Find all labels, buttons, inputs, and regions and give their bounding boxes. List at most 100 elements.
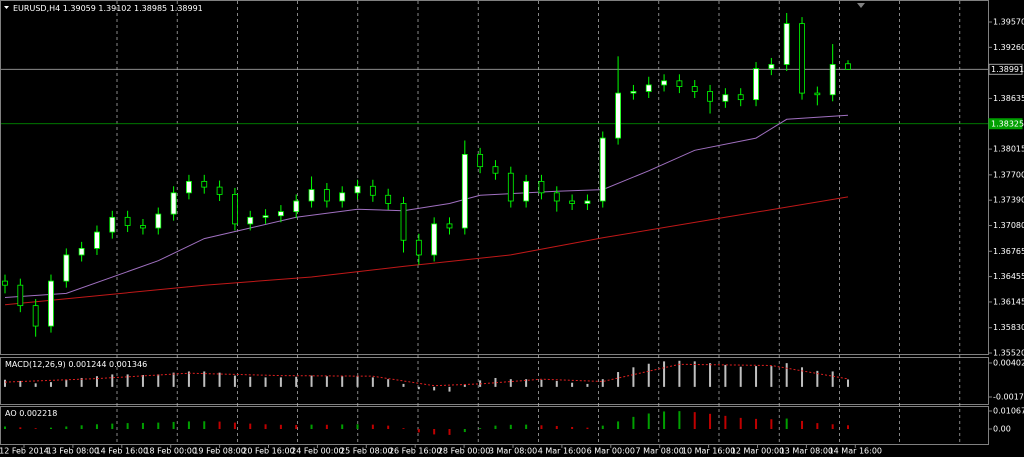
- candle-body: [109, 216, 116, 233]
- main-panel: [0, 0, 989, 355]
- candle-body: [477, 154, 484, 168]
- macd-panel: [0, 357, 989, 405]
- x-tick-label: 14 Feb 16:00: [96, 447, 148, 456]
- header-close: 1.38991: [170, 4, 203, 13]
- header-low: 1.38985: [134, 4, 167, 13]
- y-tick-label: 1.38635: [993, 94, 1024, 103]
- y-tick-label: 1.39260: [993, 43, 1024, 52]
- candle-body: [492, 166, 499, 174]
- candle-body: [400, 203, 407, 241]
- candle-body: [124, 216, 131, 226]
- x-tick-label: 20 Feb 16:00: [242, 447, 294, 456]
- candle-body: [323, 189, 330, 202]
- candle-body: [737, 94, 744, 101]
- candle-body: [707, 91, 713, 102]
- candle-body: [645, 84, 652, 92]
- candle-body: [753, 68, 759, 101]
- candle-body: [845, 63, 851, 70]
- candle-body: [461, 154, 468, 229]
- candle-body: [722, 94, 729, 102]
- candle-body: [48, 280, 54, 327]
- candle-body: [155, 213, 162, 229]
- chart-header: EURUSD,H4 1.39059 1.39102 1.38985 1.3899…: [13, 4, 203, 13]
- x-tick-label: 6 Mar 00:00: [587, 447, 635, 456]
- price-line-label: 1.38991: [991, 65, 1024, 74]
- candle-body: [584, 200, 591, 204]
- candle-body: [783, 23, 790, 65]
- candle-body: [768, 64, 775, 69]
- candle-body: [277, 211, 284, 217]
- candle-body: [553, 192, 560, 202]
- x-tick-label: 25 Feb 08:00: [340, 447, 392, 456]
- y-tick-label: 0.004026: [993, 358, 1024, 367]
- candle-body: [446, 223, 453, 229]
- candle-body: [661, 80, 667, 86]
- moving-average: [4, 114, 849, 298]
- candle-body: [354, 185, 361, 194]
- y-tick-label: 1.38015: [993, 145, 1024, 154]
- y-tick-label: 1.37390: [993, 196, 1024, 205]
- level-line-label: 1.38325: [991, 119, 1024, 128]
- ao-title: AO: [5, 409, 17, 418]
- symbol: EURUSD,H4: [13, 4, 60, 13]
- candle-body: [293, 200, 300, 213]
- x-tick-label: 13 Mar 08:00: [780, 447, 833, 456]
- symbol-marker: [4, 6, 9, 9]
- ao-header: AO 0.002218: [5, 409, 57, 418]
- macd-header: MACD(12,26,9) 0.001244 0.001346: [5, 360, 147, 369]
- candle-body: [799, 23, 805, 94]
- header-high: 1.39102: [98, 4, 131, 13]
- moving-average: [4, 196, 849, 306]
- y-tick-label: 0.010673: [993, 407, 1024, 416]
- candle-body: [691, 86, 698, 92]
- candle-body: [17, 284, 24, 307]
- x-tick-label: 4 Mar 16:00: [538, 447, 586, 456]
- x-tick-label: 10 Mar 16:00: [682, 447, 735, 456]
- x-tick-label: 13 Feb 08:00: [47, 447, 99, 456]
- ao-value: 0.002218: [19, 409, 57, 418]
- candle-body: [615, 92, 621, 139]
- candle-body: [140, 225, 146, 229]
- candle-body: [630, 91, 637, 94]
- x-tick-label: 12 Mar 00:00: [731, 447, 784, 456]
- price-line-box: [988, 63, 1023, 75]
- macd-title: MACD(12,26,9): [5, 360, 66, 369]
- macd-signal: 0.001346: [109, 360, 147, 369]
- x-tick-label: 24 Feb 00:00: [291, 447, 343, 456]
- candle-body: [232, 194, 238, 225]
- candle-body: [369, 185, 376, 196]
- y-tick-label: 1.39570: [993, 17, 1024, 26]
- candle-body: [216, 186, 223, 195]
- candle-body: [538, 180, 545, 194]
- candle-body: [523, 180, 530, 202]
- candle-body: [507, 172, 514, 202]
- candle-body: [170, 192, 177, 215]
- y-tick-label: -0.001709: [993, 392, 1024, 401]
- x-tick-label: 7 Mar 08:00: [636, 447, 684, 456]
- candle-body: [2, 280, 8, 286]
- candle-body: [814, 92, 821, 96]
- candle-body: [339, 192, 346, 202]
- candle-body: [431, 223, 438, 256]
- x-tick-label: 26 Feb 16:00: [389, 447, 441, 456]
- candle-body: [569, 200, 576, 204]
- y-tick-label: 1.35520: [993, 349, 1024, 358]
- x-tick-label: 28 Feb 00:00: [438, 447, 490, 456]
- candle-body: [78, 248, 85, 256]
- candle-body: [32, 305, 39, 327]
- y-tick-label: 1.37700: [993, 170, 1024, 179]
- candle-body: [262, 215, 269, 218]
- candle-body: [385, 194, 392, 204]
- x-tick-label: 14 Mar 16:00: [829, 447, 882, 456]
- candle-body: [247, 216, 254, 225]
- level-line-box: [988, 118, 1023, 130]
- macd-signal: [4, 363, 849, 387]
- candle-body: [63, 254, 70, 282]
- candle-body: [676, 80, 683, 87]
- candle-body: [308, 189, 315, 202]
- x-tick-label: 19 Feb 08:00: [193, 447, 245, 456]
- candle-body: [94, 231, 100, 249]
